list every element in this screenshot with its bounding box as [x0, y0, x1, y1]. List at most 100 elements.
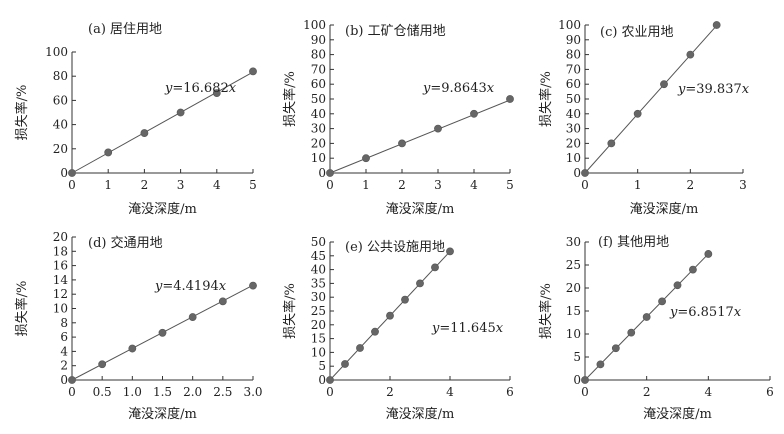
data-point — [249, 67, 257, 76]
y-tick-label: 12 — [53, 287, 68, 301]
y-tick-label: 20 — [566, 281, 581, 295]
x-tick-label: 2.0 — [183, 385, 202, 399]
data-point — [158, 328, 167, 337]
data-point — [506, 95, 514, 103]
data-point — [434, 124, 442, 133]
y-tick-label: 35 — [311, 276, 326, 290]
y-tick-label: 25 — [311, 304, 326, 318]
y-tick-label: 45 — [311, 249, 326, 263]
y-tick-label: 80 — [53, 69, 68, 83]
data-point — [341, 360, 349, 368]
x-tick-label: 3 — [177, 178, 185, 192]
x-tick-label: 0 — [581, 178, 589, 192]
data-point — [401, 295, 409, 304]
x-tick-label: 1 — [362, 178, 370, 192]
data-point — [356, 344, 364, 352]
equation-label: y=16.682x — [164, 81, 237, 96]
y-tick-label: 40 — [53, 118, 68, 132]
data-point — [673, 281, 682, 290]
equation-label: y=4.4194x — [154, 279, 227, 294]
y-tick-label: 30 — [311, 290, 326, 304]
y-tick-label: 14 — [53, 273, 69, 287]
x-tick-label: 2 — [643, 385, 651, 399]
y-tick-label: 100 — [558, 18, 581, 32]
y-tick-label: 10 — [566, 151, 581, 165]
y-tick-label: 100 — [45, 45, 68, 59]
y-tick-label: 18 — [53, 244, 68, 258]
x-tick-label: 3 — [434, 178, 442, 192]
trend-line — [584, 25, 718, 174]
x-tick-label: 5 — [249, 178, 257, 192]
y-tick-label: 50 — [311, 92, 326, 106]
data-point — [218, 297, 227, 306]
y-tick-label: 10 — [311, 345, 326, 359]
trend-line — [329, 99, 511, 174]
y-axis-label: 损失率/% — [14, 281, 30, 337]
panel-title: (e) 公共设施用地 — [345, 240, 445, 255]
x-axis-label: 淹没深度/m — [386, 406, 455, 422]
x-tick-label: 2 — [141, 178, 149, 192]
data-point — [362, 154, 370, 163]
x-axis-label: 淹没深度/m — [643, 406, 712, 422]
data-point — [689, 265, 697, 274]
y-axis-label: 损失率/% — [282, 283, 298, 339]
x-tick-label: 0 — [326, 178, 334, 192]
y-tick-label: 6 — [60, 330, 68, 344]
data-point — [627, 328, 636, 337]
x-tick-label: 0 — [68, 178, 76, 192]
panel-title: (d) 交通用地 — [88, 235, 163, 251]
data-point — [431, 263, 439, 272]
data-point — [68, 376, 76, 384]
y-axis-label: 损失率/% — [538, 71, 554, 127]
data-point — [596, 360, 605, 369]
y-tick-label: 16 — [53, 259, 68, 273]
x-tick-label: 4 — [470, 178, 478, 192]
data-point — [660, 80, 668, 89]
trend-line — [71, 71, 254, 174]
y-tick-label: 40 — [311, 107, 326, 121]
y-tick-label: 30 — [566, 235, 581, 249]
y-tick-label: 0 — [318, 166, 326, 180]
data-point — [658, 297, 666, 306]
data-point — [98, 360, 107, 369]
x-axis-label: 淹没深度/m — [630, 201, 699, 217]
y-tick-label: 25 — [566, 258, 581, 272]
x-axis-label: 淹没深度/m — [386, 201, 455, 217]
x-tick-label: 2 — [398, 178, 406, 192]
equation-label: y=11.645x — [431, 321, 504, 336]
data-point — [249, 281, 257, 290]
x-tick-label: 4 — [705, 385, 713, 399]
y-axis-label: 损失率/% — [14, 85, 30, 141]
panel-title: (b) 工矿仓储用地 — [345, 24, 446, 39]
y-axis-label: 损失率/% — [538, 283, 554, 339]
x-tick-label: 1.0 — [123, 385, 142, 399]
data-point — [611, 344, 620, 353]
y-tick-label: 0 — [573, 166, 581, 180]
y-tick-label: 40 — [311, 263, 326, 277]
y-tick-label: 0 — [318, 373, 326, 387]
y-tick-label: 60 — [566, 77, 581, 91]
data-point — [176, 108, 185, 117]
data-point — [642, 313, 651, 321]
x-tick-label: 6 — [506, 385, 514, 399]
data-point — [371, 327, 379, 336]
y-tick-label: 70 — [311, 62, 326, 76]
equation-label: y=9.8643x — [422, 81, 495, 96]
data-point — [386, 311, 394, 320]
x-tick-label: 3.0 — [243, 385, 262, 399]
x-tick-label: 0 — [68, 385, 76, 399]
y-tick-label: 20 — [311, 136, 326, 150]
y-tick-label: 5 — [318, 359, 326, 373]
data-point — [581, 169, 589, 177]
y-tick-label: 60 — [311, 77, 326, 91]
x-tick-label: 1 — [104, 178, 112, 192]
equation-label: y=6.8517x — [669, 305, 742, 320]
x-tick-label: 6 — [766, 385, 774, 399]
data-point — [326, 169, 334, 177]
data-point — [704, 250, 713, 258]
data-point — [607, 139, 616, 148]
y-tick-label: 20 — [53, 142, 68, 156]
